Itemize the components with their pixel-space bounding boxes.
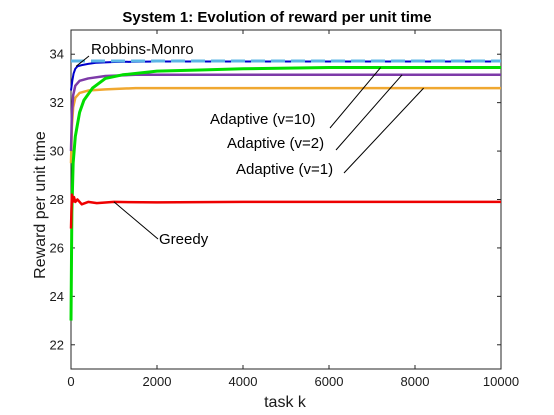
x-tick-label: 8000 [401, 374, 430, 389]
y-tick-label: 26 [50, 240, 64, 255]
y-axis-label: Reward per unit time [32, 131, 49, 279]
x-tick-label: 0 [67, 374, 74, 389]
y-tick-label: 34 [50, 47, 64, 62]
x-axis-label: task k [264, 394, 307, 411]
y-tick-label: 24 [50, 289, 64, 304]
annotation-leader-greedy [113, 201, 159, 240]
annotation-adaptive-v-1: Adaptive (v=1) [236, 161, 333, 178]
y-tick-label: 32 [50, 95, 64, 110]
annotation-adaptive-v-10: Adaptive (v=10) [210, 111, 315, 128]
annotation-leader-robbins-monro [75, 55, 90, 67]
y-tick-label: 22 [50, 337, 64, 352]
x-tick-label: 10000 [483, 374, 519, 389]
y-tick-label: 30 [50, 144, 64, 159]
x-tick-label: 2000 [143, 374, 172, 389]
plot-area: 0 2000 4000 6000 8000 10000 22 24 26 28 30 32 34 Robb… [50, 29, 519, 389]
series-line-adaptive-v-10 [69, 66, 501, 321]
plot-frame [70, 29, 502, 370]
annotation-leader-adaptive-v-1 [343, 87, 424, 174]
annotation-greedy: Greedy [159, 231, 209, 248]
x-tick-label: 4000 [229, 374, 258, 389]
annotation-leader-adaptive-v-2 [335, 74, 403, 151]
x-tick-label: 6000 [315, 374, 344, 389]
series-line-adaptive-v-2 [69, 73, 501, 152]
annotation-adaptive-v-2: Adaptive (v=2) [227, 135, 324, 152]
series-line-greedy [69, 193, 501, 229]
annotation-robbins-monro: Robbins-Monro [91, 41, 194, 58]
y-tick-label: 28 [50, 192, 64, 207]
chart-title: System 1: Evolution of reward per unit t… [122, 9, 431, 26]
annotation-leader-adaptive-v-10 [329, 67, 381, 129]
